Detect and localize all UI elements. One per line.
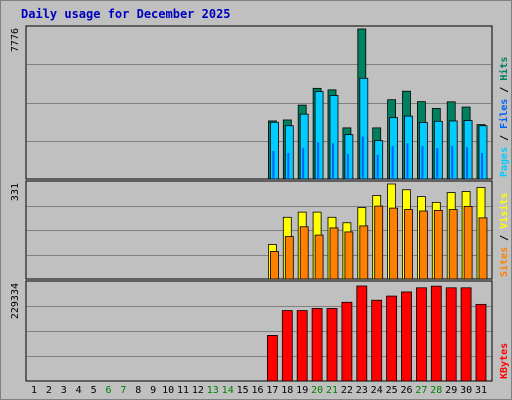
bar-files-day-24	[376, 154, 379, 179]
bar-sites-day-25	[389, 207, 399, 280]
x-tick-day-15: 15	[237, 385, 249, 396]
bar-sites-day-18	[284, 236, 294, 280]
legend-separator: /	[499, 129, 510, 147]
legend-separator: /	[499, 81, 510, 99]
x-tick-day-25: 25	[386, 385, 398, 396]
bar-files-day-29	[451, 146, 454, 179]
legend-hits-files-pages: Pages / Files / Hits	[498, 57, 510, 177]
bar-sites-day-27	[418, 210, 428, 280]
x-tick-day-4: 4	[76, 385, 82, 396]
legend-files: Files	[498, 99, 510, 129]
bar-kbytes-day-19	[296, 310, 308, 382]
y-max-label: 229334	[10, 283, 21, 319]
x-tick-day-10: 10	[162, 385, 174, 396]
x-tick-day-24: 24	[371, 385, 383, 396]
bar-kbytes-day-25	[386, 295, 398, 382]
bar-sites-day-21	[329, 227, 339, 280]
legend-sites: Sites	[498, 247, 510, 277]
bar-files-day-28	[436, 148, 439, 179]
bar-sites-day-20	[314, 234, 324, 280]
x-tick-day-16: 16	[251, 385, 263, 396]
x-tick-day-29: 29	[445, 385, 457, 396]
bar-sites-day-19	[299, 226, 309, 280]
bar-kbytes-day-29	[445, 287, 457, 382]
bar-kbytes-day-20	[311, 308, 323, 382]
bar-kbytes-day-27	[415, 287, 427, 382]
legend-hits: Hits	[498, 57, 510, 81]
bar-files-day-23	[361, 136, 364, 179]
x-tick-day-20: 20	[311, 385, 323, 396]
legend-visits-sites: Sites / Visits	[498, 193, 510, 277]
bar-files-day-26	[406, 143, 409, 179]
bar-sites-day-29	[448, 209, 458, 280]
bar-sites-day-26	[404, 209, 413, 280]
bar-kbytes-day-18	[281, 310, 293, 382]
x-tick-day-28: 28	[430, 385, 442, 396]
bar-files-day-17	[272, 151, 275, 179]
legend-separator: /	[499, 229, 510, 247]
x-tick-day-14: 14	[222, 385, 234, 396]
bar-kbytes-day-23	[356, 285, 368, 382]
legend-kbytes: KBytes	[499, 343, 510, 379]
x-tick-day-3: 3	[61, 385, 67, 396]
bar-sites-day-24	[374, 205, 384, 280]
x-tick-day-13: 13	[207, 385, 219, 396]
chart-title: Daily usage for December 2025	[21, 7, 231, 21]
y-max-label: 7776	[10, 28, 21, 52]
bar-kbytes-day-30	[460, 287, 472, 382]
bar-files-day-19	[302, 148, 305, 179]
x-tick-day-18: 18	[281, 385, 293, 396]
bar-sites-day-30	[463, 205, 473, 280]
bar-kbytes-day-22	[341, 301, 353, 382]
x-tick-day-12: 12	[192, 385, 204, 396]
bar-files-day-27	[421, 146, 424, 179]
x-tick-day-5: 5	[91, 385, 97, 396]
legend-kbytes: KBytes	[499, 343, 510, 379]
bar-sites-day-22	[344, 231, 354, 280]
x-tick-day-1: 1	[31, 385, 37, 396]
x-tick-day-9: 9	[150, 385, 156, 396]
bar-files-day-22	[346, 153, 349, 179]
bar-files-day-25	[391, 146, 394, 179]
bar-kbytes-day-26	[401, 291, 412, 382]
bar-kbytes-day-31	[475, 303, 487, 382]
x-tick-day-30: 30	[460, 385, 472, 396]
legend-pages: Pages	[499, 147, 510, 177]
panel-background	[25, 25, 493, 180]
bar-sites-day-28	[433, 210, 443, 280]
x-tick-day-21: 21	[326, 385, 338, 396]
bar-sites-day-17	[269, 251, 279, 280]
x-tick-day-31: 31	[475, 385, 487, 396]
x-tick-day-22: 22	[341, 385, 353, 396]
x-tick-day-26: 26	[400, 385, 412, 396]
bar-files-day-18	[287, 152, 290, 179]
x-tick-day-19: 19	[296, 385, 308, 396]
bar-kbytes-day-21	[326, 308, 338, 382]
bar-sites-day-31	[478, 217, 488, 280]
x-tick-day-6: 6	[105, 385, 111, 396]
bar-kbytes-day-24	[371, 299, 383, 382]
x-tick-day-23: 23	[356, 385, 368, 396]
bar-files-day-30	[466, 147, 469, 179]
x-tick-day-8: 8	[135, 385, 141, 396]
bar-sites-day-23	[359, 225, 369, 280]
bar-files-day-21	[332, 143, 334, 179]
x-tick-day-2: 2	[46, 385, 52, 396]
bar-kbytes-day-28	[430, 285, 442, 382]
x-tick-day-17: 17	[266, 385, 278, 396]
y-max-label: 331	[10, 183, 21, 201]
bar-files-day-20	[317, 142, 320, 179]
x-tick-day-11: 11	[177, 385, 189, 396]
bar-files-day-31	[481, 152, 483, 179]
bar-kbytes-day-17	[266, 335, 278, 382]
x-tick-day-27: 27	[415, 385, 427, 396]
x-tick-day-7: 7	[120, 385, 126, 396]
legend-visits: Visits	[498, 193, 510, 229]
